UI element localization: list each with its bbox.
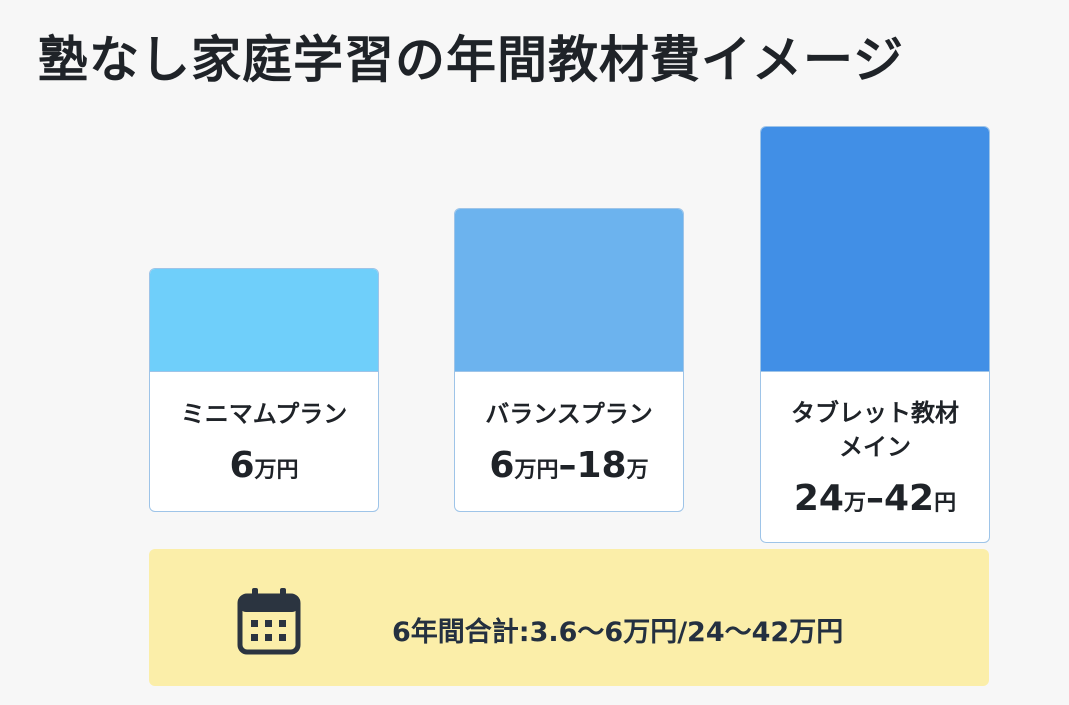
amount-part: –42 [866, 477, 935, 519]
amount-part: 6 [229, 445, 255, 486]
summary-box [149, 549, 989, 686]
plan-label: タブレット教材 [791, 398, 959, 427]
amount-part: 万円 [514, 458, 559, 483]
calendar-icon [237, 588, 301, 655]
plan-body: バランスプラン 6万円–18万 [455, 371, 683, 511]
summary-text: 6年間合計:3.6～6万円/24～42万円 [392, 617, 844, 648]
plan-amount: 6万円–18万 [489, 445, 648, 486]
title: 塾なし家庭学習の年間教材費イメージ [38, 31, 904, 89]
plan-bar [761, 127, 989, 371]
plan-label: メイン [839, 432, 911, 461]
amount-part: –18 [558, 445, 627, 486]
amount-part: 24 [793, 477, 844, 519]
amount-part: 円 [934, 490, 957, 516]
plan-bar [455, 209, 683, 371]
amount-part: 万 [626, 458, 649, 483]
amount-part: 万円 [254, 458, 299, 483]
plan-amount: 6万円 [229, 445, 298, 486]
plan-card: タブレット教材 メイン 24万–42円 [760, 126, 990, 543]
plan-label: ミニマムプラン [180, 400, 348, 428]
plan-card: ミニマムプラン 6万円 [149, 268, 379, 512]
amount-part: 万 [843, 490, 866, 516]
plan-body: ミニマムプラン 6万円 [150, 371, 378, 511]
plan-amount: 24万–42円 [794, 478, 956, 519]
plan-bar [150, 269, 378, 371]
plan-card: バランスプラン 6万円–18万 [454, 208, 684, 512]
amount-part: 6 [489, 445, 515, 486]
plan-body: タブレット教材 メイン 24万–42円 [761, 371, 989, 542]
plan-label: バランスプラン [485, 400, 653, 428]
